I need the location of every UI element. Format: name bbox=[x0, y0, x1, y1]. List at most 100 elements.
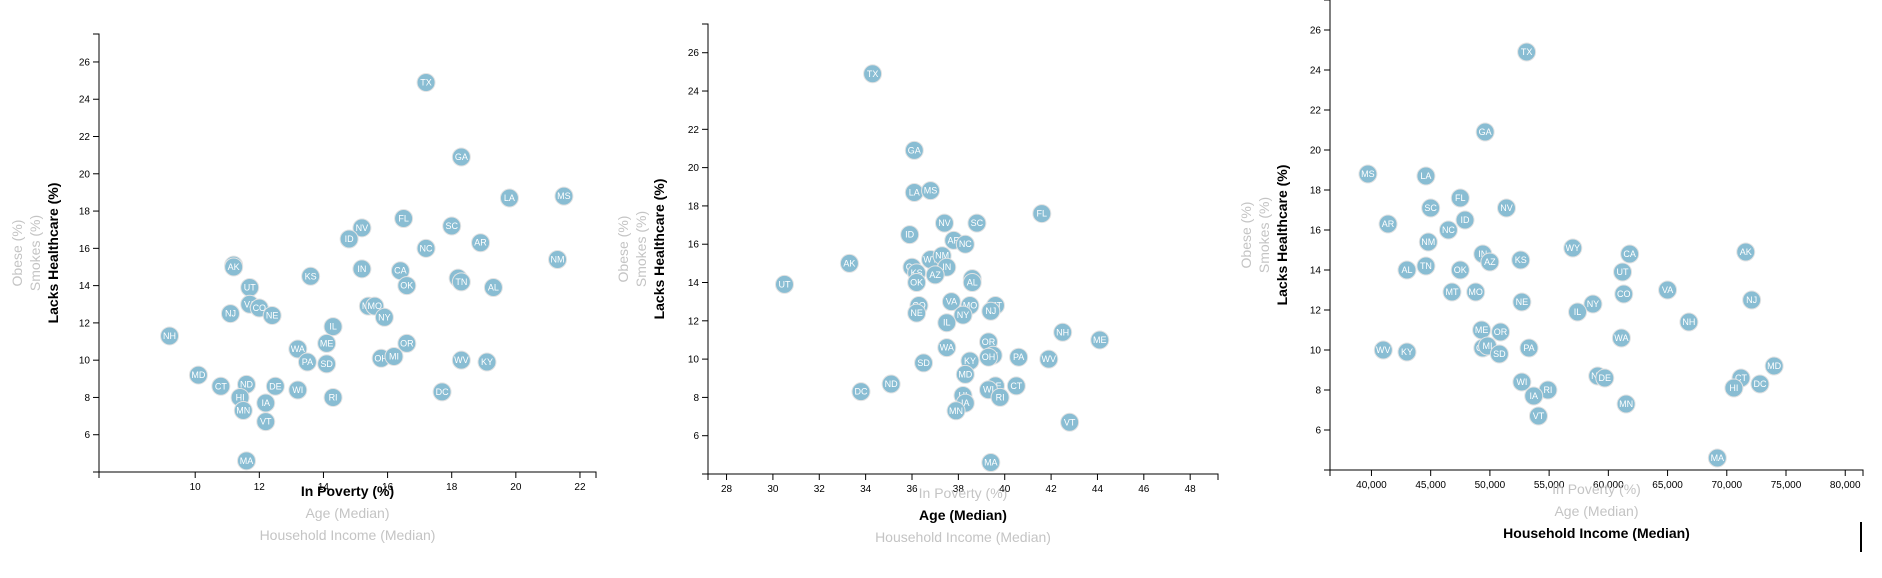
state-circle-id[interactable] bbox=[900, 225, 920, 245]
x-axis-option-age[interactable]: Age (Median) bbox=[1554, 503, 1638, 519]
state-circle-ut[interactable] bbox=[1613, 262, 1633, 282]
state-circle-mo[interactable] bbox=[1466, 282, 1486, 302]
state-circle-mt[interactable] bbox=[1442, 282, 1462, 302]
state-circle-co[interactable] bbox=[1614, 284, 1634, 304]
state-circle-va[interactable] bbox=[941, 292, 961, 312]
state-circle-dc[interactable] bbox=[851, 382, 871, 402]
state-circle-md[interactable] bbox=[955, 364, 975, 384]
state-circle-or[interactable] bbox=[1491, 322, 1511, 342]
x-axis-option-income[interactable]: Household Income (Median) bbox=[260, 527, 436, 543]
x-axis-option-poverty[interactable]: In Poverty (%) bbox=[1552, 481, 1641, 497]
state-circle-nj[interactable] bbox=[1742, 290, 1762, 310]
state-circle-ky[interactable] bbox=[1397, 342, 1417, 362]
state-circle-ok[interactable] bbox=[397, 276, 417, 296]
state-circle-ak[interactable] bbox=[839, 253, 859, 273]
state-circle-tx[interactable] bbox=[1517, 42, 1537, 62]
y-axis-option-smokes[interactable]: Smokes (%) bbox=[1256, 197, 1272, 273]
state-circle-vt[interactable] bbox=[1528, 406, 1548, 426]
state-circle-la[interactable] bbox=[499, 188, 519, 208]
x-axis-option-poverty[interactable]: In Poverty (%) bbox=[919, 485, 1008, 501]
state-circle-wv[interactable] bbox=[451, 350, 471, 370]
x-axis-option-poverty[interactable]: In Poverty (%) bbox=[301, 483, 394, 499]
state-circle-ga[interactable] bbox=[451, 147, 471, 167]
y-axis-option-healthcare[interactable]: Lacks Healthcare (%) bbox=[45, 183, 61, 324]
state-circle-il[interactable] bbox=[323, 317, 343, 337]
state-circle-tn[interactable] bbox=[1416, 256, 1436, 276]
state-circle-ks[interactable] bbox=[301, 266, 321, 286]
state-circle-nh[interactable] bbox=[1679, 312, 1699, 332]
state-circle-nh[interactable] bbox=[160, 326, 180, 346]
state-circle-ca[interactable] bbox=[1620, 244, 1640, 264]
state-circle-md[interactable] bbox=[1764, 356, 1784, 376]
state-circle-nm[interactable] bbox=[548, 250, 568, 270]
state-circle-ks[interactable] bbox=[1511, 250, 1531, 270]
state-circle-sd[interactable] bbox=[317, 354, 337, 374]
state-circle-ma[interactable] bbox=[981, 453, 1001, 473]
state-circle-pa[interactable] bbox=[297, 352, 317, 372]
state-circle-ms[interactable] bbox=[1358, 164, 1378, 184]
state-circle-tn[interactable] bbox=[451, 272, 471, 292]
state-circle-pa[interactable] bbox=[1009, 347, 1029, 367]
state-circle-ma[interactable] bbox=[236, 451, 256, 471]
y-axis-option-obese[interactable]: Obese (%) bbox=[1238, 202, 1254, 269]
state-circle-ak[interactable] bbox=[224, 257, 244, 277]
state-circle-nv[interactable] bbox=[1496, 198, 1516, 218]
state-circle-ct[interactable] bbox=[1006, 376, 1026, 396]
state-circle-me[interactable] bbox=[317, 333, 337, 353]
state-circle-ma[interactable] bbox=[1707, 448, 1727, 468]
state-circle-al[interactable] bbox=[1397, 260, 1417, 280]
state-circle-de[interactable] bbox=[1595, 368, 1615, 388]
state-circle-ut[interactable] bbox=[775, 274, 794, 294]
y-axis-option-smokes[interactable]: Smokes (%) bbox=[27, 215, 43, 291]
y-axis-option-smokes[interactable]: Smokes (%) bbox=[633, 211, 649, 287]
state-circle-id[interactable] bbox=[1455, 210, 1475, 230]
state-circle-hi[interactable] bbox=[1724, 378, 1744, 398]
state-circle-ok[interactable] bbox=[1450, 260, 1470, 280]
state-circle-nj[interactable] bbox=[981, 301, 1001, 321]
state-circle-dc[interactable] bbox=[1750, 374, 1770, 394]
state-circle-dc[interactable] bbox=[432, 382, 452, 402]
state-circle-ia[interactable] bbox=[256, 393, 276, 413]
state-circle-ny[interactable] bbox=[1583, 294, 1603, 314]
x-axis-option-income[interactable]: Household Income (Median) bbox=[1503, 525, 1690, 541]
state-circle-va[interactable] bbox=[1658, 280, 1678, 300]
state-circle-sc[interactable] bbox=[967, 213, 987, 233]
state-circle-wv[interactable] bbox=[1039, 349, 1059, 369]
state-circle-nc[interactable] bbox=[955, 234, 975, 254]
state-circle-ok[interactable] bbox=[907, 273, 927, 293]
state-circle-tx[interactable] bbox=[416, 72, 436, 92]
state-circle-ms[interactable] bbox=[921, 181, 941, 201]
state-circle-la[interactable] bbox=[1416, 166, 1436, 186]
state-circle-tx[interactable] bbox=[863, 64, 883, 84]
state-circle-nm[interactable] bbox=[1418, 232, 1438, 252]
state-circle-md[interactable] bbox=[188, 365, 208, 385]
state-circle-mn[interactable] bbox=[1616, 394, 1636, 414]
state-circle-ky[interactable] bbox=[477, 352, 497, 372]
state-circle-wa[interactable] bbox=[1611, 328, 1631, 348]
state-circle-az[interactable] bbox=[1480, 252, 1500, 272]
state-circle-wi[interactable] bbox=[1512, 372, 1532, 392]
state-circle-nv[interactable] bbox=[352, 218, 372, 238]
state-circle-mn[interactable] bbox=[946, 401, 966, 421]
state-circle-nc[interactable] bbox=[1438, 220, 1458, 240]
state-circle-fl[interactable] bbox=[1450, 188, 1470, 208]
state-circle-mi[interactable] bbox=[384, 346, 404, 366]
state-circle-ga[interactable] bbox=[904, 140, 924, 160]
state-circle-nh[interactable] bbox=[1053, 322, 1073, 342]
state-circle-ct[interactable] bbox=[211, 376, 231, 396]
state-circle-fl[interactable] bbox=[1032, 204, 1052, 224]
state-circle-ar[interactable] bbox=[471, 233, 491, 253]
state-circle-sc[interactable] bbox=[1421, 198, 1441, 218]
state-circle-ri[interactable] bbox=[323, 387, 343, 407]
state-circle-nd[interactable] bbox=[881, 374, 901, 394]
state-circle-de[interactable] bbox=[265, 376, 285, 396]
state-circle-il[interactable] bbox=[1568, 302, 1588, 322]
y-axis-option-obese[interactable]: Obese (%) bbox=[9, 220, 25, 287]
state-circle-ms[interactable] bbox=[554, 186, 574, 206]
state-circle-az[interactable] bbox=[925, 265, 945, 285]
y-axis-option-healthcare[interactable]: Lacks Healthcare (%) bbox=[1274, 165, 1290, 306]
state-circle-ia[interactable] bbox=[1524, 386, 1544, 406]
state-circle-wa[interactable] bbox=[937, 338, 957, 358]
x-axis-option-age[interactable]: Age (Median) bbox=[919, 507, 1007, 523]
state-circle-id[interactable] bbox=[339, 229, 359, 249]
